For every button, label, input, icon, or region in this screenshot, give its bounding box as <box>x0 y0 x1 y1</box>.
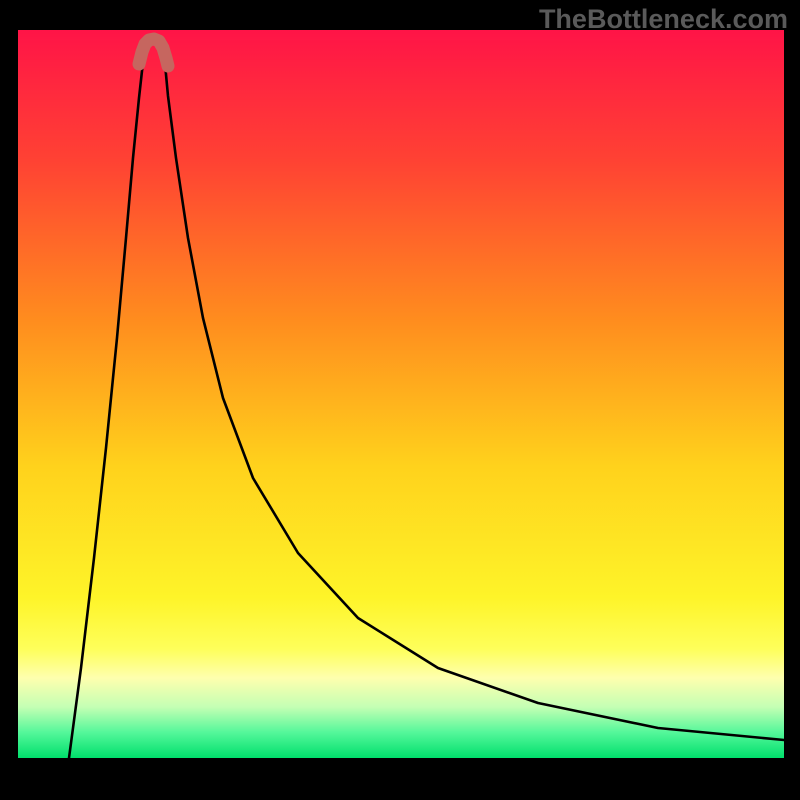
chart-canvas <box>0 0 800 800</box>
plot-background <box>18 30 784 758</box>
watermark-text: TheBottleneck.com <box>539 4 788 35</box>
bottleneck-chart: TheBottleneck.com <box>0 0 800 800</box>
